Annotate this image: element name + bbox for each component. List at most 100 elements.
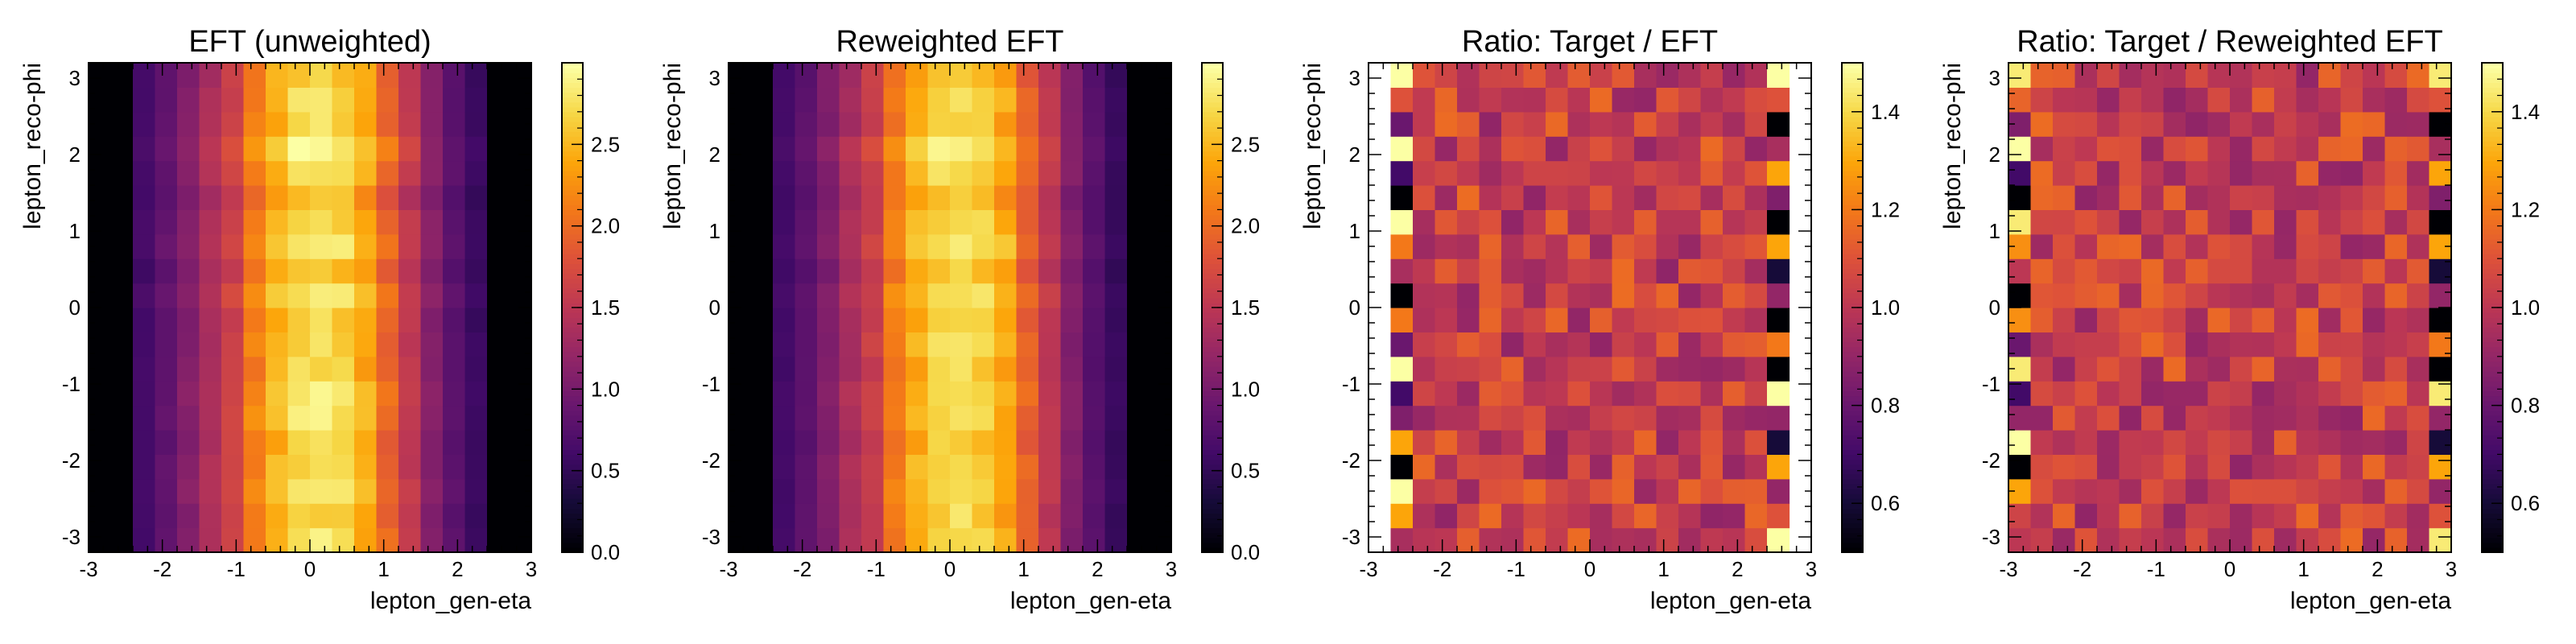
heatmap-cell: [89, 527, 112, 553]
heatmap-cell: [1546, 160, 1569, 186]
colorbar-segment: [1842, 190, 1863, 196]
colorbar-segment: [1842, 400, 1863, 407]
heatmap-cell: [972, 405, 995, 431]
heatmap-cell: [398, 160, 422, 186]
heatmap-cell: [861, 209, 885, 235]
heatmap-cell: [883, 258, 906, 284]
heatmap-cell: [1612, 503, 1635, 529]
heatmap-cell: [2074, 111, 2098, 137]
colorbar-segment: [2482, 101, 2503, 108]
heatmap-cells: [89, 63, 532, 553]
colorbar-segment: [1842, 141, 1863, 147]
heatmap-cell: [487, 185, 510, 210]
heatmap-cell: [1678, 233, 1702, 259]
heatmap-cell: [1634, 527, 1657, 553]
heatmap-cell: [2008, 503, 2032, 529]
heatmap-cell: [1700, 405, 1724, 431]
heatmap-cell: [155, 185, 178, 210]
heatmap-cell: [1523, 527, 1546, 553]
heatmap-cell: [420, 233, 444, 259]
heatmap-cell: [243, 356, 266, 382]
colorbar-segment: [562, 478, 583, 485]
heatmap-cell: [310, 356, 333, 382]
heatmap-cell: [376, 185, 399, 210]
heatmap-cell: [1678, 160, 1702, 186]
heatmap-cell: [2053, 111, 2076, 137]
heatmap-cell: [1038, 356, 1062, 382]
heatmap-cell: [2274, 63, 2297, 88]
colorbar-segment: [2482, 185, 2503, 191]
colorbar-segment: [562, 170, 583, 176]
heatmap-cell: [972, 258, 995, 284]
heatmap-cell: [310, 478, 333, 504]
heatmap-cell: [817, 283, 840, 308]
heatmap-cell: [1590, 111, 1613, 137]
heatmap-cell: [773, 405, 796, 431]
heatmap-cell: [1104, 405, 1128, 431]
heatmap-cell: [2030, 111, 2054, 137]
heatmap-cell: [1413, 381, 1436, 407]
heatmap-cell: [376, 160, 399, 186]
heatmap-cell: [2407, 111, 2430, 137]
heatmap-cell: [1083, 381, 1106, 407]
heatmap-cell: [110, 308, 134, 332]
heatmap-cell: [1700, 381, 1724, 407]
heatmap-cell: [2141, 332, 2165, 357]
colorbar-segment: [1202, 542, 1223, 548]
heatmap-cell: [2429, 136, 2452, 162]
heatmap-cell: [2274, 405, 2297, 431]
heatmap-cell: [1083, 405, 1106, 431]
colorbar-segment: [2482, 278, 2503, 284]
heatmap-cell: [2074, 87, 2098, 113]
heatmap-cell: [1744, 454, 1768, 480]
colorbar-segment: [1842, 126, 1863, 132]
heatmap-cell: [1723, 478, 1746, 504]
heatmap-cell: [133, 233, 156, 259]
heatmap-cell: [2141, 258, 2165, 284]
heatmap-cell: [110, 185, 134, 210]
heatmap-cell: [420, 356, 444, 382]
heatmap-cell: [266, 160, 289, 186]
heatmap-cell: [2074, 63, 2098, 88]
colorbar-segment: [1202, 268, 1223, 275]
heatmap-cell: [2318, 209, 2342, 235]
heatmap-cell: [1083, 356, 1106, 382]
heatmap-cell: [420, 283, 444, 308]
x-tick-label: 0: [1584, 557, 1596, 581]
colorbar-segment: [1842, 146, 1863, 152]
heatmap-cell: [839, 478, 862, 504]
heatmap-cell: [1546, 527, 1569, 553]
heatmap-cell: [883, 111, 906, 137]
heatmap-cell: [287, 233, 311, 259]
heatmap-cell: [1567, 527, 1591, 553]
colorbar-segment: [2482, 292, 2503, 299]
heatmap-cell: [199, 283, 222, 308]
heatmap-cell: [133, 160, 156, 186]
heatmap-cell: [332, 356, 355, 382]
heatmap-cell: [354, 185, 378, 210]
heatmap-cell: [773, 381, 796, 407]
heatmap-cell: [332, 63, 355, 88]
colorbar-segment: [2482, 493, 2503, 499]
colorbar-segment: [1842, 478, 1863, 485]
heatmap-cell: [398, 87, 422, 113]
heatmap-cell: [773, 478, 796, 504]
x-tick-label: -3: [719, 557, 737, 581]
heatmap-cell: [1038, 503, 1062, 529]
heatmap-cell: [773, 454, 796, 480]
heatmap-cell: [2163, 381, 2186, 407]
heatmap-cell: [1501, 527, 1525, 553]
colorbar-segment: [2482, 155, 2503, 162]
heatmap-cell: [972, 430, 995, 455]
heatmap-cell: [883, 209, 906, 235]
heatmap-cell: [906, 209, 929, 235]
colorbar-segment: [1202, 287, 1223, 294]
heatmap-cell: [1413, 233, 1436, 259]
heatmap-cell: [2163, 258, 2186, 284]
heatmap-cell: [1457, 185, 1480, 210]
colorbar-segment: [1202, 224, 1223, 230]
heatmap-cell: [266, 332, 289, 357]
colorbar-segment: [2482, 106, 2503, 113]
heatmap-cell: [1523, 111, 1546, 137]
heatmap-cell: [243, 478, 266, 504]
